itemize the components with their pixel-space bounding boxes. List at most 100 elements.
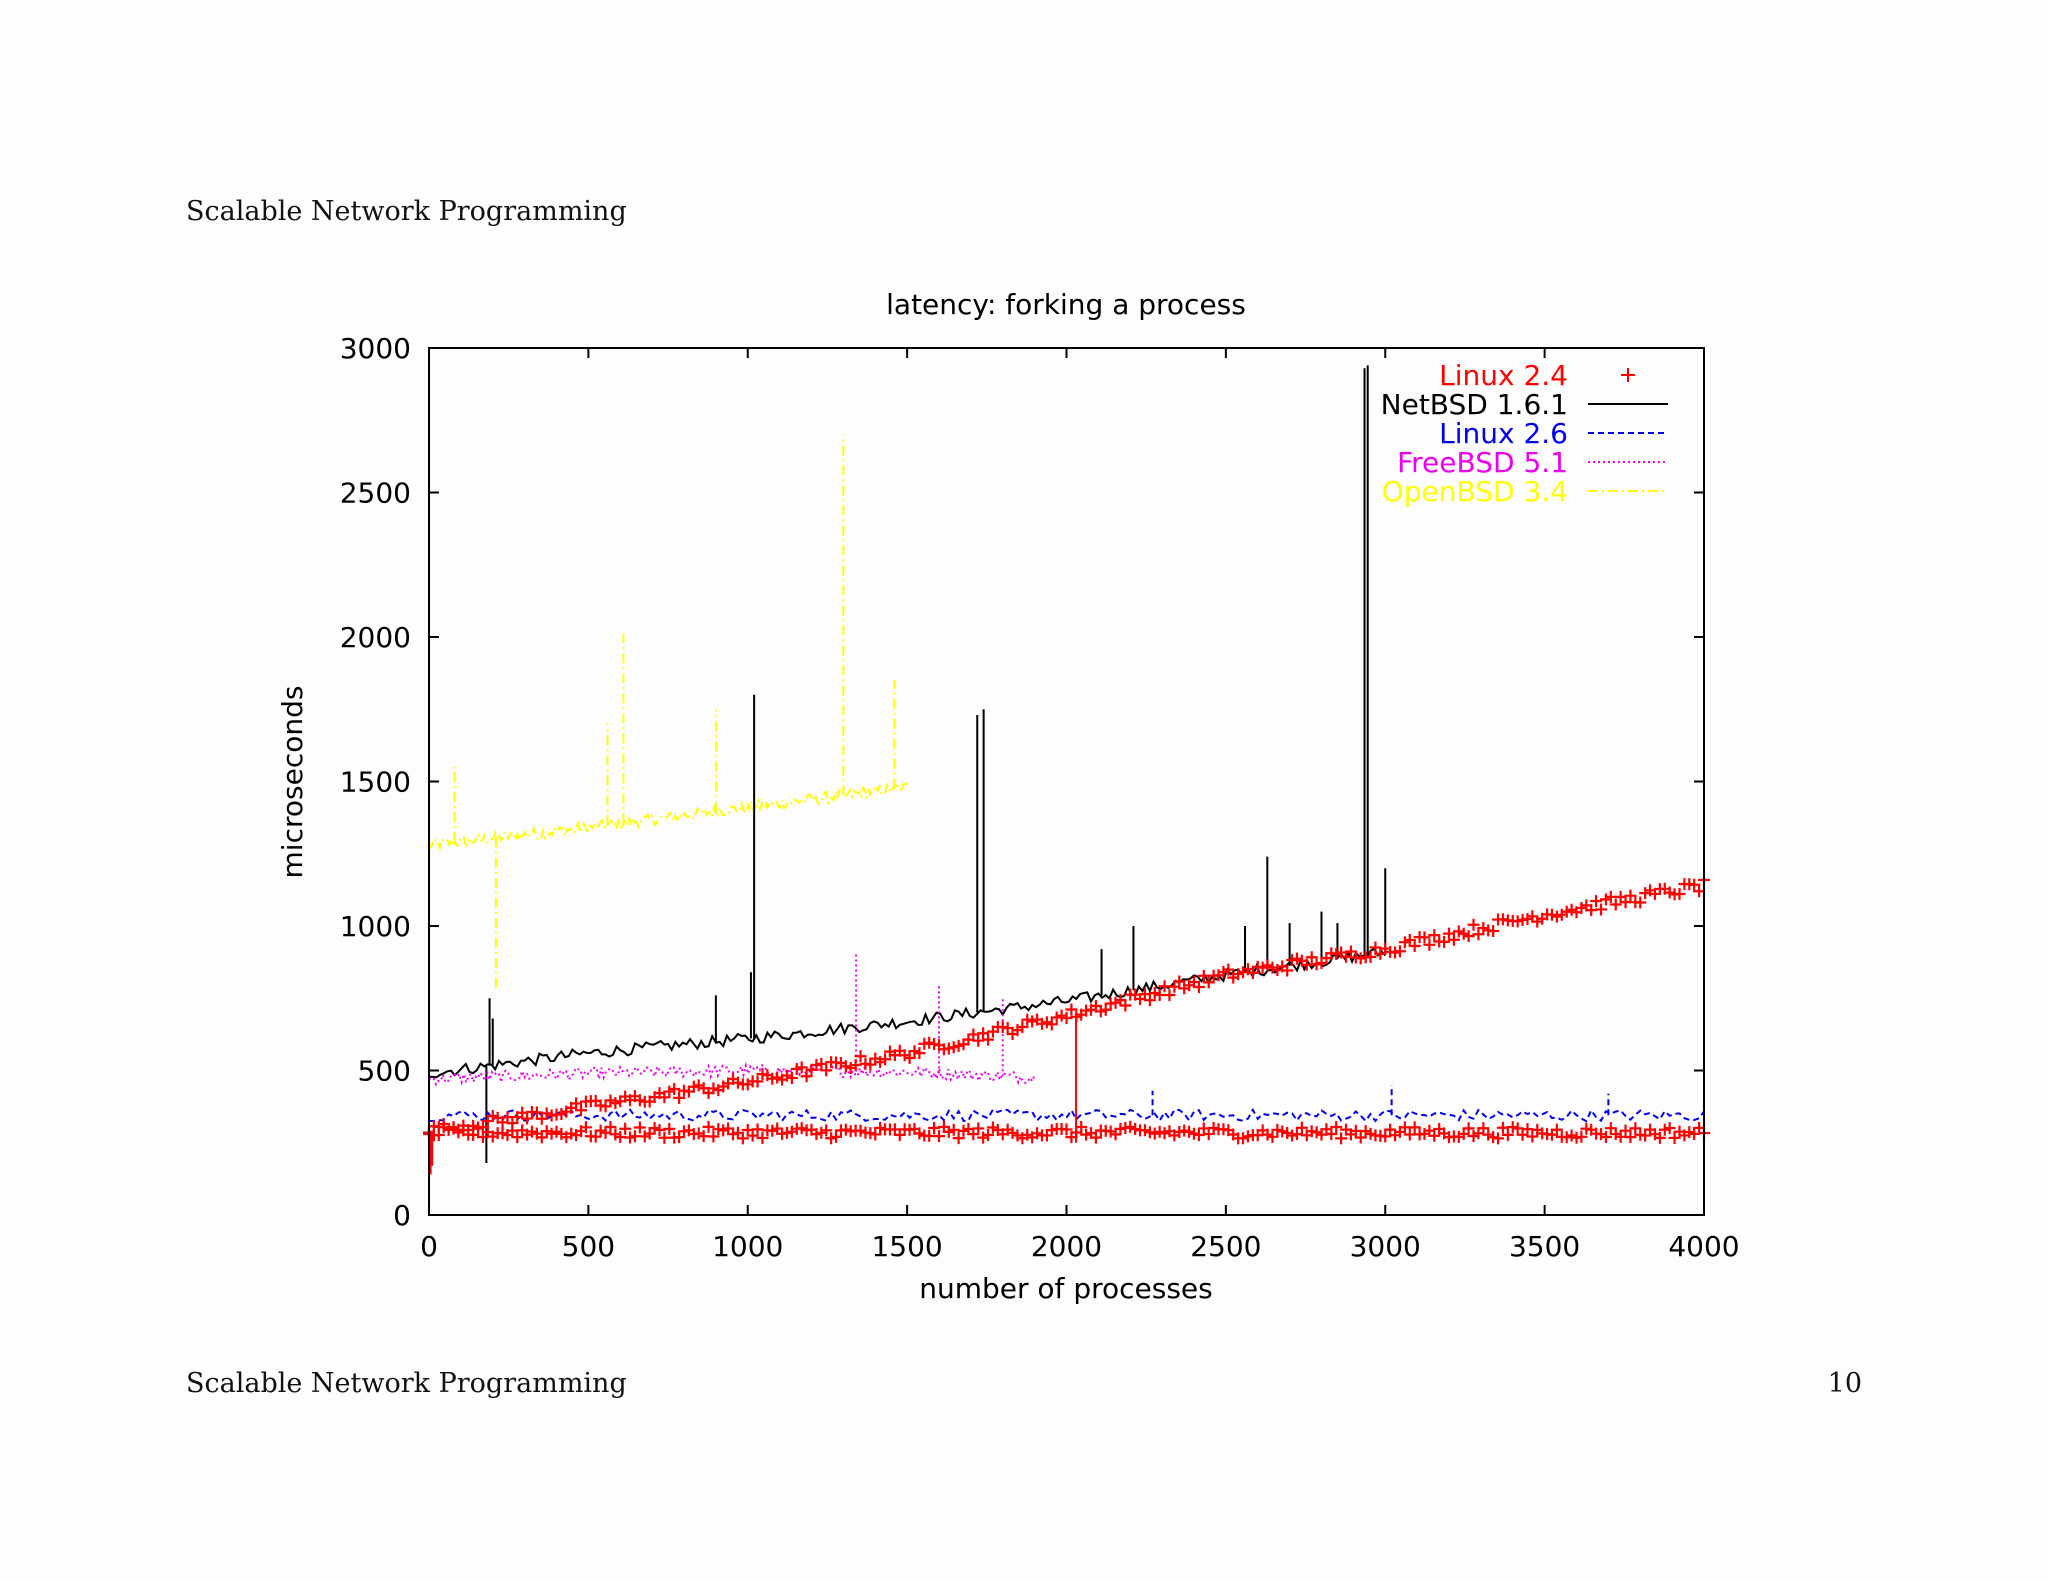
data-point bbox=[1192, 980, 1205, 993]
series-freebsd-5-1 bbox=[428, 952, 1036, 1087]
data-point bbox=[1624, 889, 1637, 902]
data-point bbox=[1462, 930, 1475, 943]
data-point bbox=[1045, 1018, 1058, 1031]
x-tick-label: 2000 bbox=[1031, 1230, 1102, 1263]
data-point bbox=[1477, 1122, 1490, 1135]
data-point bbox=[815, 1057, 828, 1070]
data-point bbox=[467, 1128, 480, 1141]
data-point bbox=[619, 1122, 632, 1135]
data-point bbox=[1668, 1131, 1681, 1144]
data-point bbox=[673, 1091, 686, 1104]
data-point bbox=[702, 1120, 715, 1133]
page-header: Scalable Network Programming bbox=[186, 196, 627, 227]
data-point bbox=[1492, 1132, 1505, 1145]
data-point bbox=[1487, 925, 1500, 938]
data-point bbox=[1016, 1020, 1029, 1033]
data-point bbox=[1295, 1121, 1308, 1134]
data-point bbox=[736, 1132, 749, 1145]
chart-title: latency: forking a process bbox=[886, 288, 1246, 321]
data-point bbox=[1462, 1122, 1475, 1135]
series-linux-2-6 bbox=[428, 1084, 1705, 1123]
data-point bbox=[1163, 989, 1176, 1002]
data-point bbox=[1060, 1123, 1073, 1136]
data-point bbox=[947, 1123, 960, 1136]
y-tick-label: 500 bbox=[358, 1055, 411, 1088]
data-point bbox=[1673, 887, 1686, 900]
data-point bbox=[511, 1131, 524, 1144]
data-point bbox=[1065, 1003, 1078, 1016]
data-point bbox=[1379, 1130, 1392, 1143]
data-point bbox=[1438, 935, 1451, 948]
legend-label: Linux 2.4 bbox=[1439, 359, 1568, 392]
data-point bbox=[1428, 1129, 1441, 1142]
data-point bbox=[952, 1132, 965, 1145]
series-line bbox=[428, 1107, 1705, 1123]
data-point bbox=[1266, 1130, 1279, 1143]
data-point bbox=[849, 1059, 862, 1072]
y-tick-label: 2500 bbox=[340, 477, 411, 510]
data-point bbox=[1472, 928, 1485, 941]
legend-label: FreeBSD 5.1 bbox=[1397, 446, 1568, 479]
x-tick-label: 0 bbox=[420, 1230, 438, 1263]
data-point bbox=[663, 1122, 676, 1135]
x-tick-label: 1000 bbox=[712, 1230, 783, 1263]
x-tick-label: 500 bbox=[562, 1230, 615, 1263]
data-point bbox=[1526, 1130, 1539, 1143]
data-point bbox=[1344, 945, 1357, 958]
data-point bbox=[1281, 964, 1294, 977]
data-point bbox=[1089, 1131, 1102, 1144]
data-point bbox=[1634, 896, 1647, 909]
data-point bbox=[707, 1130, 720, 1143]
y-tick-label: 0 bbox=[393, 1199, 411, 1232]
data-point bbox=[972, 1122, 985, 1135]
data-point bbox=[1335, 1132, 1348, 1145]
data-point bbox=[913, 1047, 926, 1060]
data-point bbox=[1290, 1128, 1303, 1141]
data-point bbox=[1075, 1121, 1088, 1134]
data-point bbox=[869, 1128, 882, 1141]
data-point bbox=[800, 1070, 813, 1083]
legend-label: NetBSD 1.6.1 bbox=[1381, 388, 1568, 421]
data-point bbox=[1173, 975, 1186, 988]
data-point bbox=[982, 1033, 995, 1046]
data-point bbox=[1119, 999, 1132, 1012]
series-openbsd-3-4 bbox=[428, 434, 908, 990]
data-point bbox=[1418, 931, 1431, 944]
data-point bbox=[1060, 1012, 1073, 1025]
data-point bbox=[879, 1053, 892, 1066]
data-point bbox=[589, 1130, 602, 1143]
x-tick-label: 3000 bbox=[1350, 1230, 1421, 1263]
data-point bbox=[1624, 1131, 1637, 1144]
data-point bbox=[1369, 941, 1382, 954]
x-tick-label: 4000 bbox=[1668, 1230, 1739, 1263]
data-point bbox=[977, 1027, 990, 1040]
data-point bbox=[1447, 933, 1460, 946]
data-point bbox=[795, 1061, 808, 1074]
data-point bbox=[1222, 963, 1235, 976]
legend-label: OpenBSD 3.4 bbox=[1382, 475, 1568, 508]
data-point bbox=[575, 1104, 588, 1117]
data-point bbox=[1443, 927, 1455, 940]
data-point bbox=[785, 1071, 798, 1084]
data-point bbox=[1467, 918, 1480, 931]
page-number: 10 bbox=[1827, 1368, 1862, 1399]
data-point bbox=[1609, 898, 1622, 911]
y-tick-label: 1000 bbox=[340, 910, 411, 943]
data-point bbox=[521, 1112, 534, 1125]
page-footer: Scalable Network Programming bbox=[186, 1368, 627, 1399]
data-point bbox=[830, 1130, 843, 1143]
data-point bbox=[1202, 976, 1215, 989]
data-point bbox=[864, 1058, 877, 1071]
data-point bbox=[1364, 950, 1377, 963]
plot-area bbox=[423, 365, 1710, 1175]
data-point bbox=[1550, 1123, 1563, 1136]
data-point bbox=[1590, 895, 1603, 908]
y-tick-label: 1500 bbox=[340, 766, 411, 799]
data-point bbox=[982, 1129, 995, 1141]
x-tick-label: 2500 bbox=[1190, 1230, 1261, 1263]
data-point bbox=[1305, 951, 1318, 964]
data-point bbox=[1393, 945, 1406, 958]
data-point bbox=[472, 1121, 485, 1134]
series-line bbox=[428, 947, 1387, 1079]
